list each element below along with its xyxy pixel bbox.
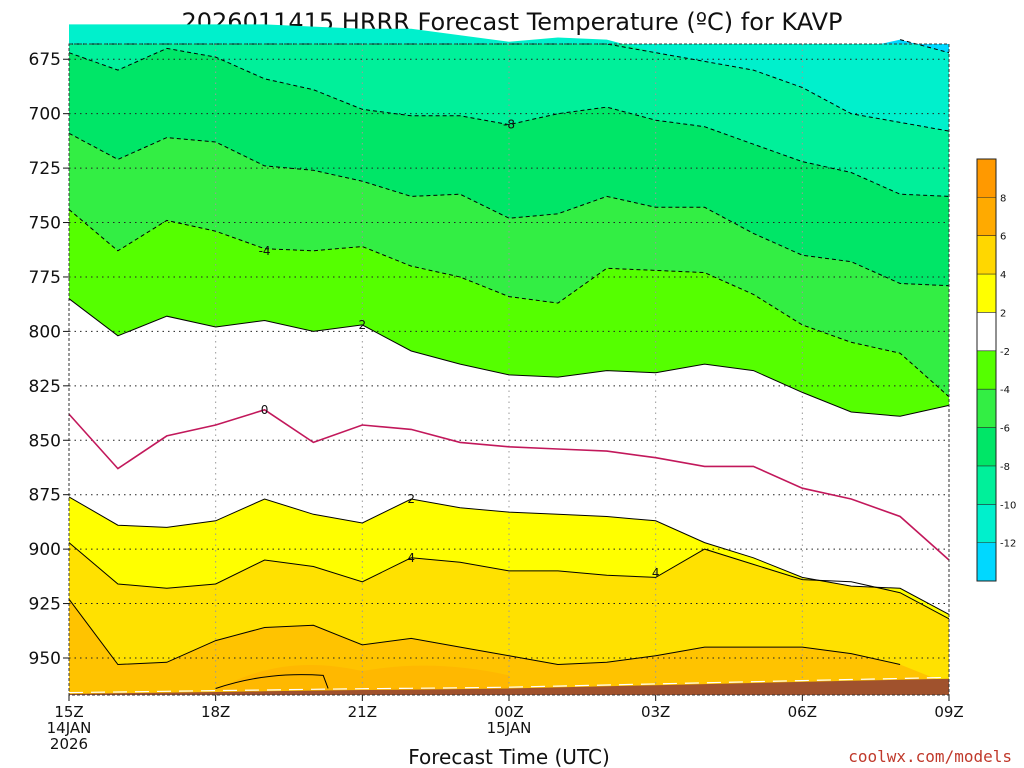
isotherm-contours — [68, 39, 950, 689]
x-tick-label: 09Z — [934, 703, 963, 721]
ground-surface — [68, 676, 950, 695]
colorbar-tick-label: -2 — [1000, 347, 1010, 358]
colorbar-swatch — [977, 350, 996, 390]
colorbar-tick-label: -6 — [1000, 424, 1010, 435]
contour-line-plus0-freezing — [68, 408, 950, 561]
y-tick-label: 875 — [29, 486, 61, 506]
contour-label: -4 — [259, 244, 271, 258]
colorbar-tick-label: -10 — [1000, 500, 1016, 511]
x-tick-label: 21Z — [348, 703, 377, 721]
colorbar-tick-label: 4 — [1000, 270, 1006, 281]
fill-minus12-to-minus10 — [69, 24, 949, 132]
fill-below-minus12 — [880, 39, 949, 53]
y-tick-label: 850 — [29, 431, 61, 451]
contour-line-plus4 — [68, 598, 901, 666]
colorbar-tick-label: 2 — [1000, 308, 1006, 319]
y-tick-label: 675 — [29, 50, 61, 70]
y-tick-label: 825 — [29, 377, 61, 397]
colorbar-swatch — [977, 504, 996, 543]
y-tick-label: 950 — [29, 649, 61, 669]
contour-line-minus12 — [899, 39, 950, 54]
grid — [69, 44, 949, 695]
contour-label: 0 — [261, 403, 269, 417]
ground-fill — [69, 678, 949, 695]
colorbar-legend: 8 6 4 2 -2 -4 -6 -8 -10 -12 — [976, 158, 1016, 582]
colorbar-frame — [976, 158, 997, 582]
colorbar-swatch — [977, 274, 996, 313]
colorbar-swatch — [977, 389, 996, 428]
colorbar-swatch — [977, 235, 996, 275]
colorbar-tick-label: -4 — [1000, 385, 1010, 396]
y-tick-label: 750 — [29, 214, 61, 234]
contour-label: 2 — [359, 318, 367, 332]
contour-label: 4 — [407, 551, 415, 565]
x-axis-label: Forecast Time (UTC) — [408, 745, 610, 768]
contour-label: 4 — [652, 566, 660, 580]
colorbar-swatch — [977, 465, 996, 505]
y-tick-label: 900 — [29, 540, 61, 560]
ground-edge — [68, 676, 950, 694]
x-tick-label: 2026 — [50, 735, 88, 753]
y-axis: 675 700 725 750 775 800 825 850 875 900 925 950 — [29, 50, 69, 669]
colorbar-tick-label: -8 — [1000, 462, 1010, 473]
x-tick-label: 18Z — [201, 703, 230, 721]
x-tick-label: 06Z — [788, 703, 817, 721]
colorbar-swatch — [977, 159, 996, 198]
contour-line-minus10 — [69, 43, 950, 132]
contour-line-plus2 — [68, 542, 950, 620]
y-tick-label: 700 — [29, 105, 61, 125]
colorbar-swatch — [977, 312, 996, 351]
y-tick-label: 775 — [29, 268, 61, 288]
x-tick-label: 00Z — [494, 703, 523, 721]
contour-line-plus6 — [215, 674, 329, 689]
x-tick-label: 14JAN — [47, 719, 92, 737]
x-tick-label: 03Z — [641, 703, 670, 721]
y-tick-label: 725 — [29, 159, 61, 179]
contour-line-minus2 — [68, 298, 950, 417]
colorbar-tick-label: 6 — [1000, 232, 1006, 243]
x-tick-label: 15Z — [54, 703, 83, 721]
y-tick-label: 925 — [29, 595, 61, 615]
contour-line-plus0 — [68, 496, 950, 615]
contour-line-minus8 — [68, 47, 950, 197]
contour-line-minus4 — [68, 209, 950, 398]
x-tick-label: 15JAN — [487, 719, 532, 737]
contour-labels: -8 -4 2 0 2 4 4 — [259, 118, 660, 581]
colorbar-swatch — [977, 197, 996, 236]
colorbar-swatch — [977, 542, 996, 581]
colorbar-swatch — [977, 427, 996, 466]
colorbar-tick-label: -12 — [1000, 539, 1016, 550]
contour-label: -8 — [503, 118, 515, 132]
contour-label: 2 — [407, 492, 415, 506]
source-credit: coolwx.com/models — [848, 747, 1012, 766]
fill-minus10-to-minus8 — [69, 44, 949, 197]
colorbar-tick-label: 8 — [1000, 193, 1006, 204]
y-tick-label: 800 — [29, 322, 61, 342]
